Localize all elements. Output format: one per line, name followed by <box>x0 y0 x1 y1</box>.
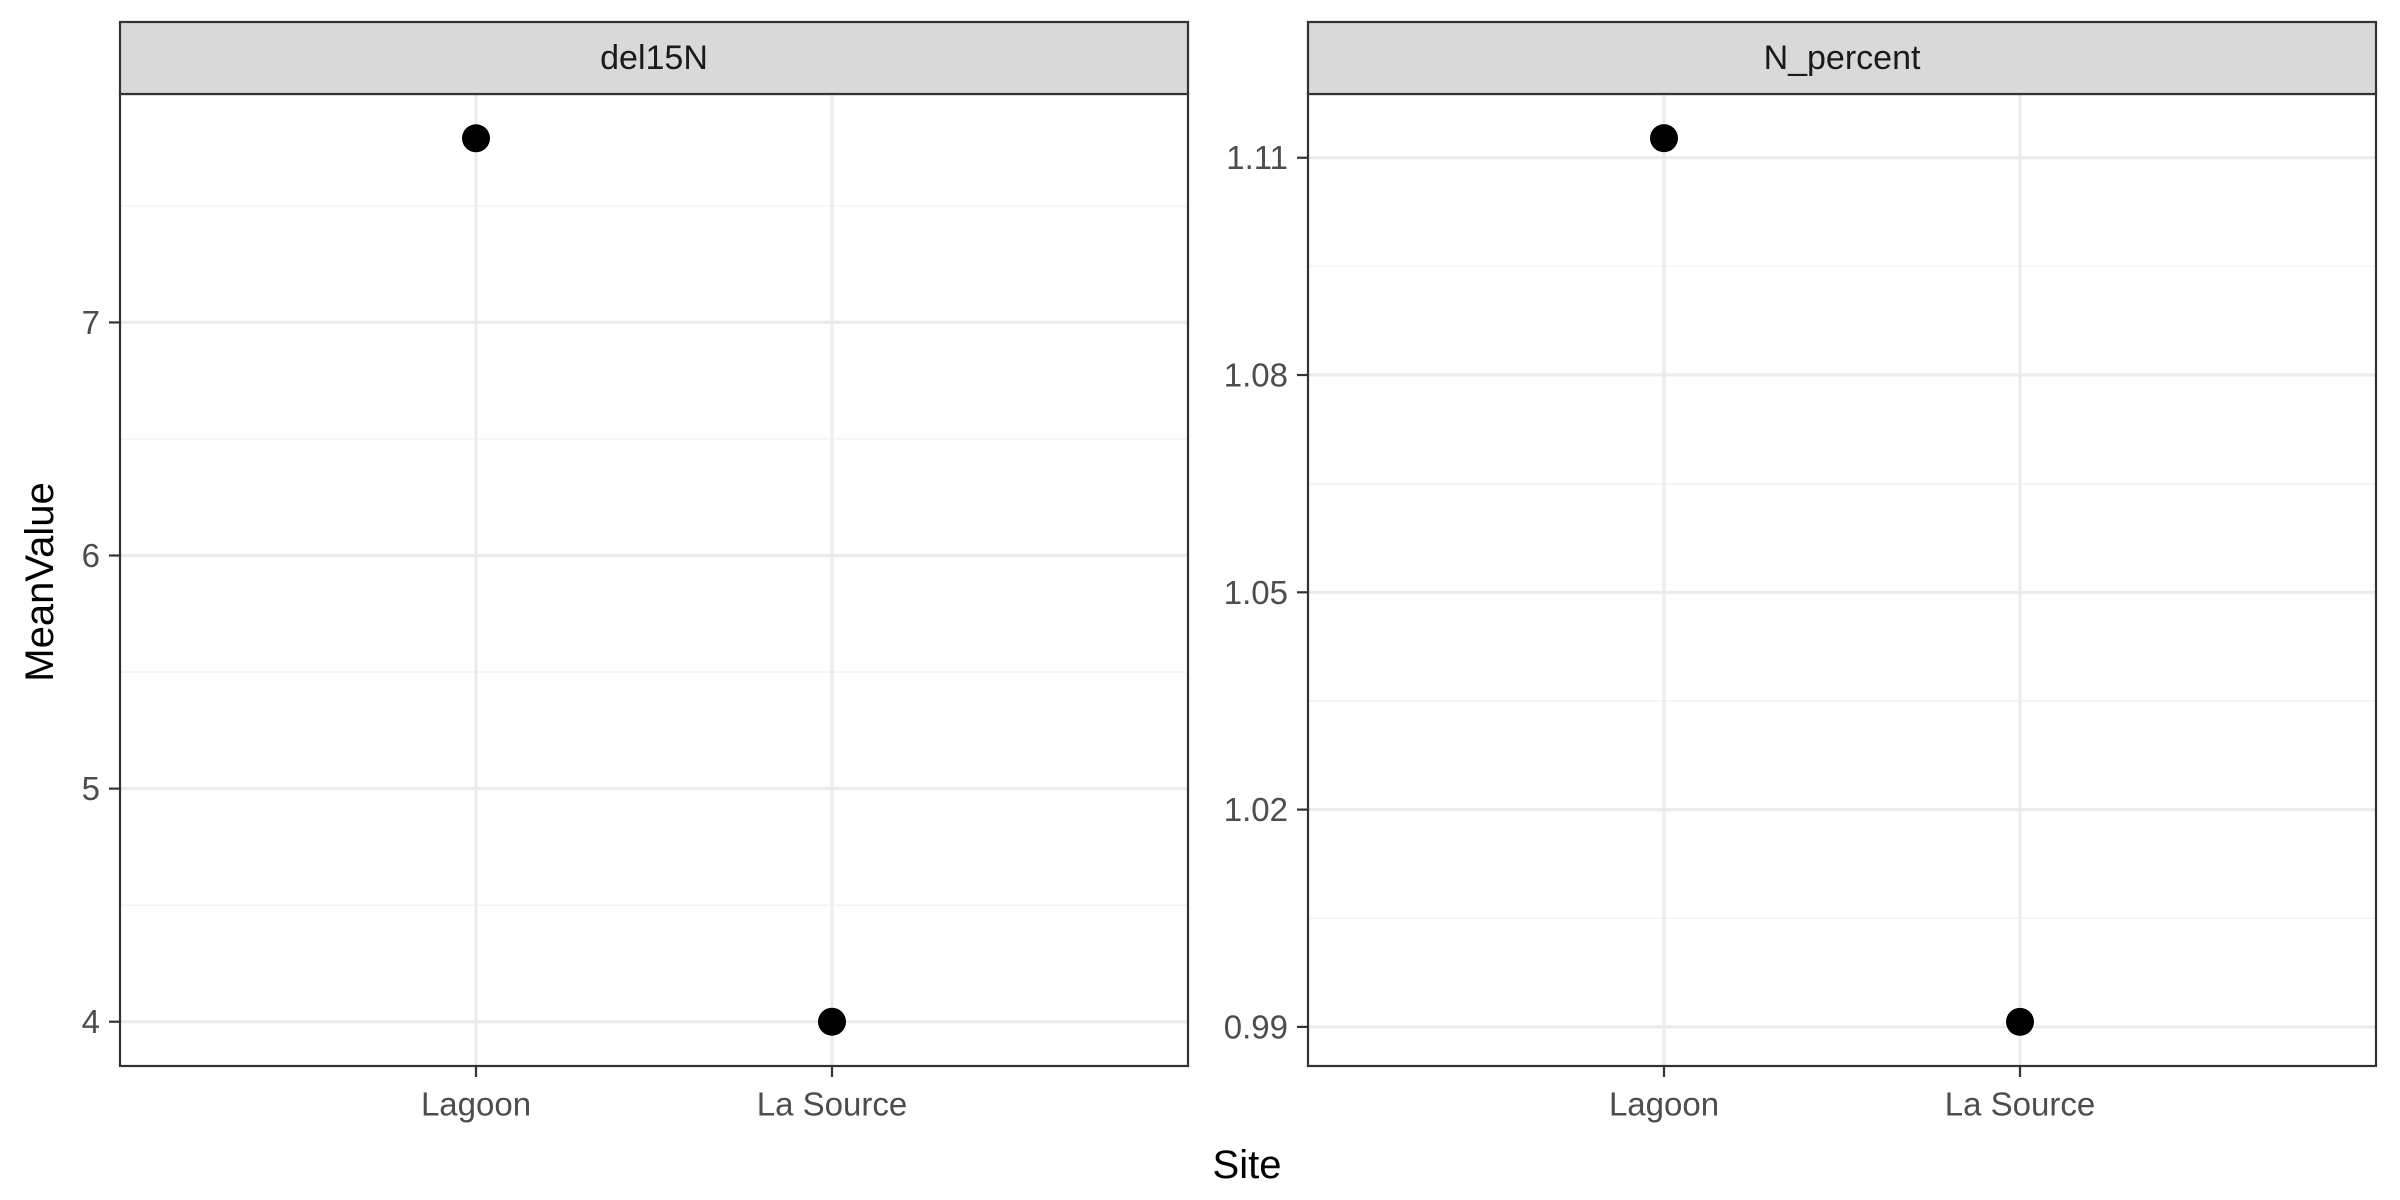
data-point <box>1650 124 1678 153</box>
panel-N_percent: N_percent 0.99 1.02 1.05 1.08 1.11 Lagoon La … <box>1224 20 2378 1123</box>
y-tick-label: 1.05 <box>1224 574 1288 611</box>
panel-background <box>120 94 1188 1066</box>
data-point <box>462 124 490 153</box>
panel-background <box>1308 94 2376 1066</box>
panel-points <box>462 124 846 1036</box>
strip-background <box>1306 20 2378 96</box>
panel-grid <box>1308 94 2376 1066</box>
y-tick-label: 5 <box>82 770 100 807</box>
y-tick-label: 1.02 <box>1224 791 1288 828</box>
y-tick-label: 4 <box>82 1003 100 1040</box>
x-tick-label: Lagoon <box>1609 1086 1719 1123</box>
y-tick-label: 7 <box>82 304 100 341</box>
y-tick-label: 1.11 <box>1226 139 1288 176</box>
data-point <box>2006 1007 2034 1036</box>
data-point <box>818 1007 846 1036</box>
y-tick-label: 0.99 <box>1224 1008 1288 1045</box>
y-axis-title: MeanValue <box>18 482 62 681</box>
x-tick-label: La Source <box>1945 1086 2095 1123</box>
x-axis: Lagoon La Source <box>421 1066 907 1123</box>
y-axis: 0.99 1.02 1.05 1.08 1.11 <box>1224 139 1308 1045</box>
x-tick-label: Lagoon <box>421 1086 531 1123</box>
y-tick-label: 1.08 <box>1224 357 1288 394</box>
x-axis: Lagoon La Source <box>1609 1066 2095 1123</box>
strip-label: del15N <box>600 39 708 77</box>
x-tick-label: La Source <box>757 1086 907 1123</box>
strip-label: N_percent <box>1764 39 1921 77</box>
strip-background <box>118 20 1190 96</box>
panel-grid <box>120 94 1188 1066</box>
panel-del15N: del15N 4 5 6 7 Lagoon La Source <box>82 20 1190 1123</box>
x-axis-title: Site <box>1213 1143 1282 1187</box>
panel-points <box>1650 124 2034 1036</box>
y-tick-label: 6 <box>82 537 100 574</box>
y-axis: 4 5 6 7 <box>82 304 120 1040</box>
